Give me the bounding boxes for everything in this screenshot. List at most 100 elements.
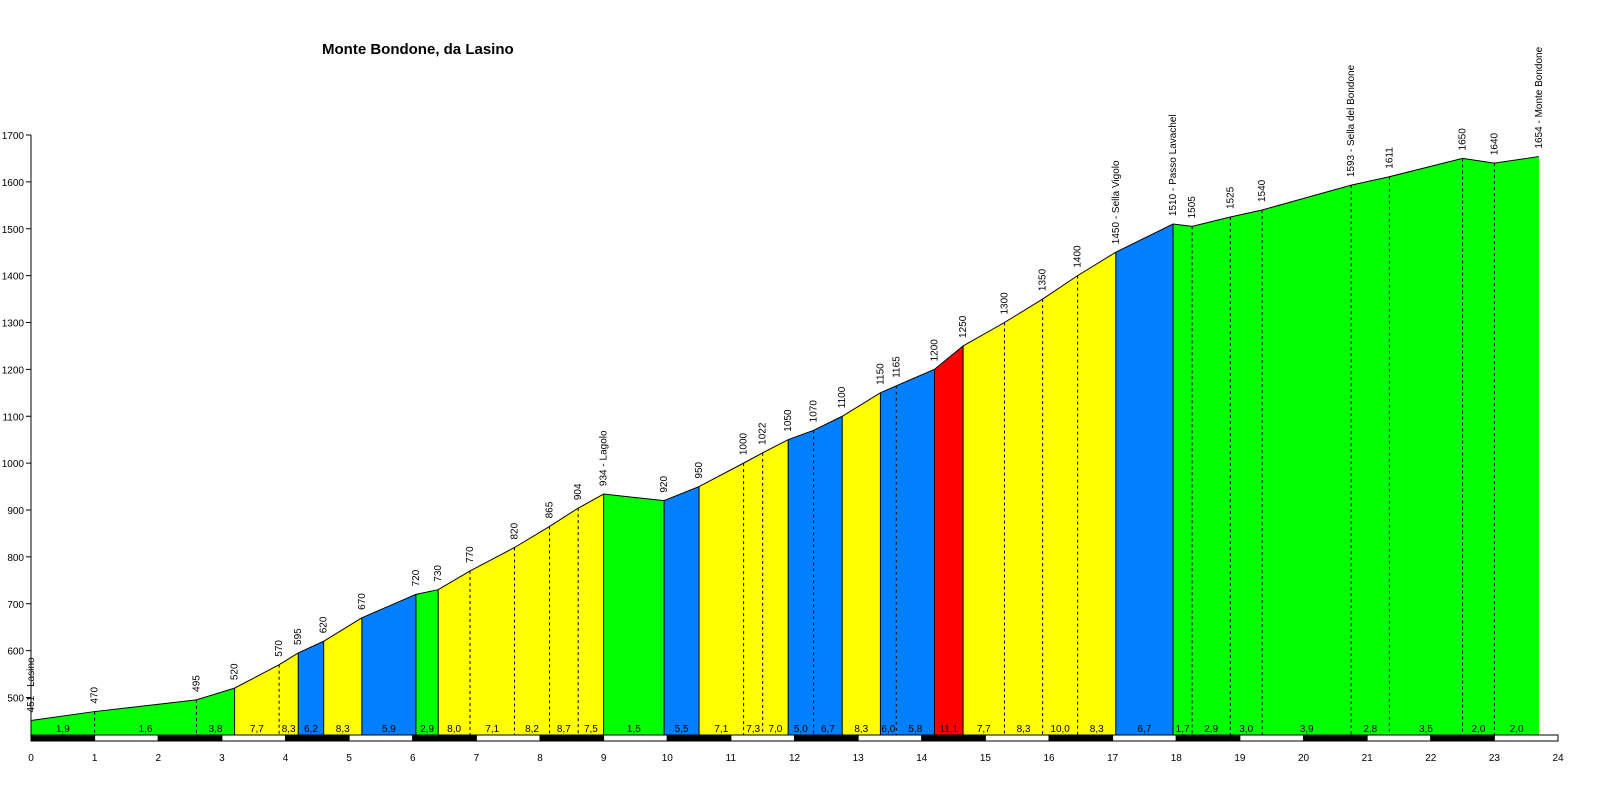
profile-segment xyxy=(896,369,935,735)
gradient-label: 7,5 xyxy=(584,724,598,735)
gradient-label: 7,7 xyxy=(977,724,991,735)
gradient-label: 1,7 xyxy=(1176,724,1190,735)
elevation-label: 720 xyxy=(411,569,422,586)
profile-segment xyxy=(880,385,897,735)
elevation-label: 1300 xyxy=(999,292,1010,315)
elevation-label: 495 xyxy=(191,675,202,692)
gradient-label: 8,0 xyxy=(447,724,461,735)
profile-segment xyxy=(762,439,789,735)
y-tick-label: 900 xyxy=(7,506,24,517)
profile-segment xyxy=(279,652,299,735)
gradient-label: 3,5 xyxy=(1419,724,1433,735)
y-tick-label: 700 xyxy=(7,600,24,611)
elevation-label: 451 - Lasino xyxy=(26,657,37,712)
elevation-label: 1070 xyxy=(809,400,820,423)
y-tick-label: 1500 xyxy=(2,225,25,236)
km-bar-cell xyxy=(1048,734,1114,742)
x-tick-label: 21 xyxy=(1362,753,1374,764)
gradient-label: 6,7 xyxy=(1137,724,1151,735)
elevation-label: 1165 xyxy=(891,356,902,378)
profile-segment xyxy=(1389,158,1463,735)
gradient-label: 5,0 xyxy=(794,724,808,735)
gradient-label: 8,2 xyxy=(525,724,539,735)
gradient-label: 6,2 xyxy=(304,724,318,735)
profile-segment xyxy=(963,322,1005,735)
profile-segment xyxy=(470,547,515,735)
profile-segment xyxy=(31,711,95,735)
gradient-label: 3,0 xyxy=(1239,724,1253,735)
profile-line xyxy=(30,156,1539,721)
profile-segment xyxy=(1262,185,1352,735)
profile-segment xyxy=(699,463,744,735)
y-tick-label: 1400 xyxy=(2,272,25,283)
elevation-label: 470 xyxy=(90,686,101,703)
gradient-label: 5,5 xyxy=(675,724,689,735)
profile-segment xyxy=(549,508,579,735)
gradient-label: 5,9 xyxy=(382,724,396,735)
km-bar-cell xyxy=(475,734,541,742)
y-tick-label: 600 xyxy=(7,647,24,658)
km-bar-cell xyxy=(857,734,923,742)
gradient-label: 10,0 xyxy=(1050,724,1070,735)
elevation-label: 670 xyxy=(357,593,368,610)
x-tick-label: 13 xyxy=(853,753,865,764)
elevation-label: 1050 xyxy=(783,409,794,432)
profile-segment xyxy=(1494,156,1539,735)
y-tick-label: 1600 xyxy=(2,178,25,189)
x-tick-label: 11 xyxy=(726,753,737,764)
gradient-label: 3,8 xyxy=(209,724,223,735)
profile-segment xyxy=(1115,224,1174,735)
x-tick-label: 10 xyxy=(662,753,674,764)
km-bar-cell xyxy=(730,734,795,742)
km-bar-cell xyxy=(1112,734,1177,742)
x-tick-label: 19 xyxy=(1234,753,1246,764)
km-bar-cell xyxy=(921,734,986,742)
profile-segment xyxy=(1077,252,1116,735)
profile-segment xyxy=(934,345,964,735)
elevation-label: 1350 xyxy=(1038,268,1049,291)
profile-segment xyxy=(514,526,550,735)
y-tick-label: 800 xyxy=(7,553,24,564)
gradient-label: 6,0 xyxy=(881,724,895,735)
gradient-label: 2,8 xyxy=(1363,724,1377,735)
elevation-label: 820 xyxy=(510,522,521,539)
x-tick-label: 16 xyxy=(1043,753,1055,764)
x-tick-label: 3 xyxy=(219,753,225,764)
gradient-label: 8,3 xyxy=(336,724,350,735)
km-bar-cell xyxy=(285,734,350,742)
km-bar-cell xyxy=(412,734,477,742)
profile-segment xyxy=(1462,158,1495,735)
elevation-label: 920 xyxy=(659,476,670,493)
gradient-label: 3,9 xyxy=(1300,724,1314,735)
elevation-label: 1510 - Passo Lavachel xyxy=(1168,114,1179,216)
profile-segment xyxy=(788,430,814,735)
elevation-label: 1525 xyxy=(1225,186,1236,209)
elevation-label: 1654 - Monte Bondone xyxy=(1534,46,1545,148)
profile-segment xyxy=(578,494,604,735)
x-tick-label: 18 xyxy=(1171,753,1183,764)
gradient-label: 7,1 xyxy=(485,724,499,735)
profile-segment xyxy=(842,392,881,735)
km-bar-cell xyxy=(1366,734,1432,742)
profile-segment xyxy=(813,416,843,735)
x-tick-label: 0 xyxy=(28,753,34,764)
x-tick-label: 7 xyxy=(474,753,480,764)
x-tick-label: 17 xyxy=(1107,753,1119,764)
elevation-label: 1540 xyxy=(1257,179,1268,202)
gradient-label: 1,9 xyxy=(56,724,70,735)
gradient-label: 2,0 xyxy=(1510,724,1524,735)
chart-title: Monte Bondone, da Lasino xyxy=(322,41,514,58)
km-bar-cell xyxy=(1175,734,1241,742)
x-tick-label: 12 xyxy=(789,753,801,764)
profile-segment xyxy=(196,688,235,735)
elevation-label: 950 xyxy=(694,461,705,478)
x-tick-label: 8 xyxy=(537,753,543,764)
elevation-label: 1640 xyxy=(1489,132,1500,155)
x-tick-label: 15 xyxy=(980,753,992,764)
x-tick-label: 24 xyxy=(1552,753,1564,764)
profile-segment xyxy=(94,699,197,735)
gradient-label: 8,7 xyxy=(557,724,571,735)
km-bar-cell xyxy=(1493,734,1559,742)
km-bar-cell xyxy=(1303,734,1368,742)
x-tick-label: 5 xyxy=(346,753,352,764)
